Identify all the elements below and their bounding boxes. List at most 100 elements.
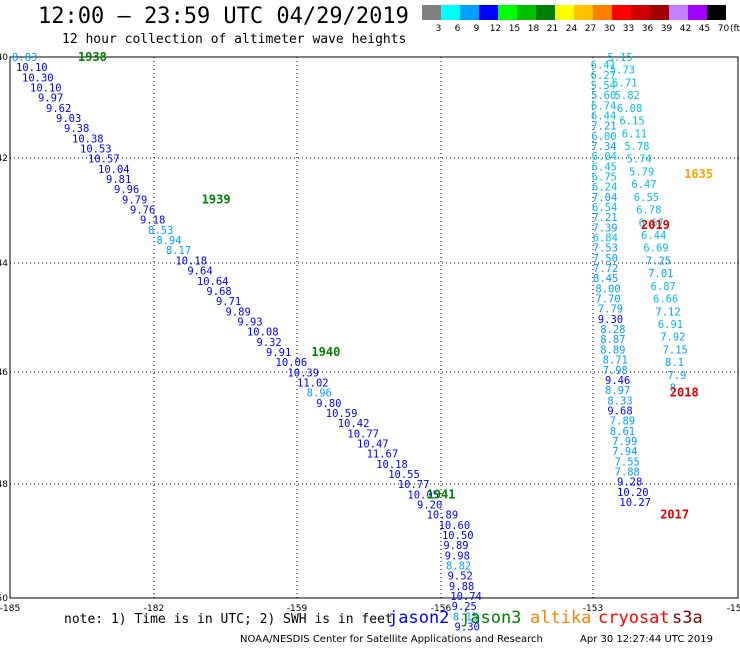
swh-value-track-west: 9.96 [114,184,139,196]
swh-value-track-middle: 8.61 [610,426,635,438]
swh-value-track-middle: 6.27 [591,70,616,82]
satellite-label-cryosat: cryosat [598,608,670,628]
legend-bin-label: 24 [565,24,578,34]
footer-note: note: 1) Time is in UTC; 2) SWH is in fe… [64,612,393,627]
satellite-label-s3a: s3a [672,608,703,628]
swh-value-track-east: 6.15 [619,116,644,128]
plot-frame [9,56,739,599]
swh-value-track-east: 6.87 [651,281,676,293]
legend-bin-label: 45 [698,24,711,34]
swh-value-track-east: 5.15 [607,52,632,64]
swh-value-track-west: 10.08 [247,327,279,339]
swh-value-track-east: 7.25 [646,255,671,267]
legend-swatch [669,5,688,20]
swh-value-track-west: 10.18 [175,255,207,267]
x-tick-label: -185 [0,604,20,614]
swh-value-track-west: 10.57 [88,154,120,166]
swh-value-track-west: 9.68 [206,286,231,298]
swh-value-track-west: 9.03 [56,113,81,125]
satellite-label-jason3: jason3 [460,608,522,628]
swh-value-track-west: 10.42 [338,418,370,430]
y-tick-label: -50 [0,594,8,604]
legend-swatch [650,5,669,20]
swh-value-track-west: 9.81 [106,174,131,186]
swh-value-track-east: 7.01 [648,268,673,280]
footer-credit: NOAA/NESDIS Center for Satellite Applica… [240,634,543,645]
swh-value-track-west: 10.50 [442,530,474,542]
swh-value-track-middle: 6.54 [592,202,617,214]
swh-value-track-middle: 8.00 [595,283,620,295]
legend-bin-label: 27 [584,24,597,34]
legend-swatch [422,5,441,20]
swh-value-track-middle: 7.50 [593,253,618,265]
legend-bin-label: 3 [435,24,442,34]
legend-bin-label: 15 [508,24,521,34]
swh-value-track-west: 8.15 [453,611,478,623]
swh-value-track-middle: 6.74 [591,100,616,112]
time-annotation: 2017 [660,508,689,522]
swh-value-track-west: 10.47 [357,438,389,450]
swh-value-track-west: 9.89 [226,306,251,318]
y-tick-label: -42 [0,154,8,164]
time-annotation: 2019 [641,218,670,232]
swh-value-track-west: 10.04 [98,164,130,176]
swh-value-track-west: 9.25 [452,601,477,613]
x-tick-label: -159 [287,604,308,614]
legend-bin-label: 70 [717,24,730,34]
x-tick-label: -156 [431,604,452,614]
legend-bin-label: 39 [660,24,673,34]
swh-value-track-west: 9.64 [187,266,212,278]
y-tick-label: -40 [0,53,8,63]
swh-value-track-west: 9.93 [237,316,262,328]
swh-value-track-middle: 7.55 [615,456,640,468]
swh-value-track-west: 10.39 [287,367,319,379]
swh-value-track-east: 7.15 [663,344,688,356]
swh-value-track-west: 8.53 [148,225,173,237]
swh-value-track-west: 10.89 [427,510,459,522]
time-annotation: 1938 [78,50,107,64]
swh-value-track-middle: 6.44 [591,110,616,122]
swh-value-track-middle: 5.54 [591,80,616,92]
y-tick-label: -44 [0,259,8,269]
swh-value-track-middle: 7.94 [612,446,637,458]
swh-value-track-middle: 7.34 [591,141,616,153]
swh-value-track-west: 8.83 [12,52,37,64]
swh-value-track-west: 10.38 [72,133,104,145]
swh-value-track-west: 8.94 [156,235,181,247]
swh-value-track-middle: 6.04 [592,151,617,163]
swh-value-track-west: 9.71 [216,296,241,308]
swh-value-track-west: 9.91 [266,347,291,359]
legend-swatch [593,5,612,20]
swh-value-track-west: 10.60 [439,520,471,532]
x-tick-label: -153 [583,604,603,614]
swh-value-track-west: 9.20 [417,500,442,512]
swh-value-track-middle: 6.45 [592,161,617,173]
footer-timestamp: Apr 30 12:27:44 UTC 2019 [580,634,713,645]
swh-value-track-west: 8.17 [166,245,191,257]
legend-unit-label: (ft) [730,24,740,34]
swh-value-track-middle: 5.60 [591,90,616,102]
swh-value-track-east: 6.66 [653,294,678,306]
swh-value-track-east: 6.55 [634,192,659,204]
swh-value-track-middle: 7.04 [592,192,617,204]
swh-value-track-west: 9.76 [130,205,155,217]
swh-value-track-middle: 8.33 [607,395,632,407]
chart-subtitle: 12 hour collection of altimeter wave hei… [62,32,407,47]
swh-value-track-west: 10.77 [398,479,430,491]
legend-bin-label: 33 [622,24,635,34]
swh-value-track-west: 9.98 [445,550,470,562]
time-annotation: 2018 [670,386,699,400]
legend-bin-label: 6 [454,24,461,34]
swh-value-track-west: 9.30 [455,622,480,634]
swh-value-track-middle: 8.45 [593,273,618,285]
time-annotation: 1939 [202,192,231,206]
swh-value-track-west: 10.05 [407,489,439,501]
x-tick-label: -182 [144,604,164,614]
swh-value-track-west: 9.89 [443,540,468,552]
chart-title: 12:00 — 23:59 UTC 04/29/2019 [38,4,409,29]
satellite-label-altika: altika [530,608,592,628]
swh-value-track-west: 10.10 [16,62,48,74]
time-annotation: 1941 [427,487,456,501]
swh-value-track-east: 5.82 [615,90,640,102]
legend-swatch [536,5,555,20]
